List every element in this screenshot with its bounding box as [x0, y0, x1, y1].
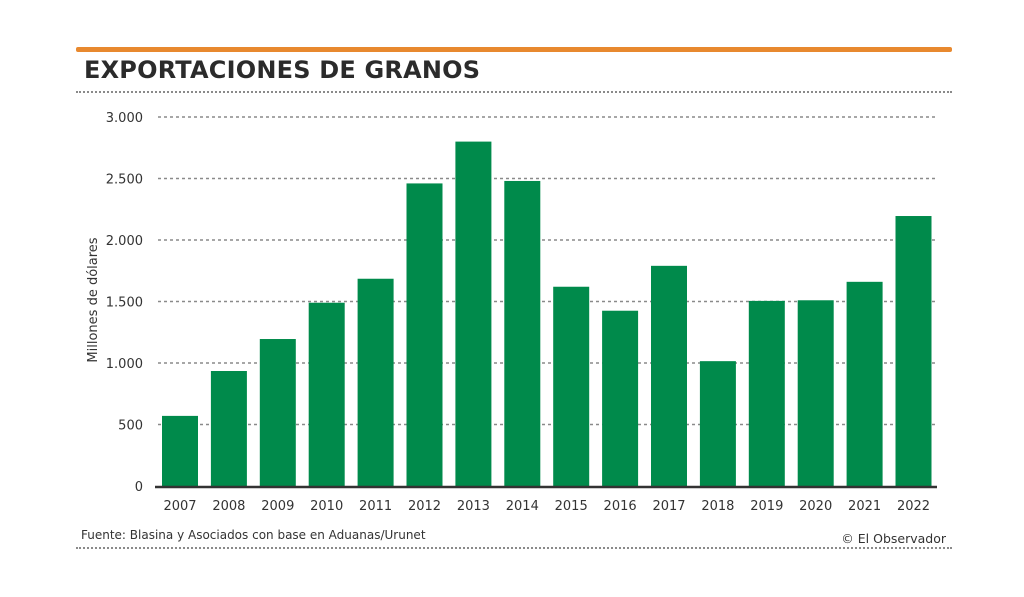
bar-2014 [504, 180, 541, 486]
x-tick-label: 2007 [163, 499, 196, 514]
bars [162, 141, 932, 487]
bar-2017 [651, 265, 687, 486]
bar-2018 [699, 361, 736, 486]
chart-title: EXPORTACIONES DE GRANOS [84, 56, 481, 84]
bar-2007 [162, 415, 198, 486]
x-tick-label: 2013 [457, 499, 490, 514]
x-tick-label: 2015 [555, 499, 588, 514]
bar-2022 [895, 216, 932, 486]
y-axis-ticks: 0 500 1.000 1.500 2.000 2.500 3.000 [106, 111, 143, 495]
x-tick-label: 2008 [212, 499, 245, 514]
credit-note: © El Observador [841, 531, 946, 546]
bottom-divider [76, 547, 952, 549]
source-note: Fuente: Blasina y Asociados con base en … [81, 528, 426, 542]
bar-2016 [602, 310, 639, 486]
x-tick-label: 2009 [261, 499, 294, 514]
x-tick-label: 2018 [701, 499, 734, 514]
y-tick-label: 1.500 [106, 296, 143, 311]
x-tick-label: 2011 [359, 499, 392, 514]
bar-2019 [748, 300, 785, 486]
accent-rule [76, 47, 952, 52]
y-tick-label: 500 [118, 419, 143, 434]
x-tick-label: 2022 [897, 499, 930, 514]
y-tick-label: 1.000 [106, 357, 143, 372]
x-tick-label: 2019 [750, 499, 783, 514]
x-tick-label: 2017 [652, 499, 685, 514]
y-tick-label: 2.000 [106, 234, 143, 249]
x-tick-label: 2010 [310, 499, 343, 514]
y-tick-label: 0 [135, 480, 143, 495]
x-axis-ticks: 2007 2008 2009 2010 2011 2012 2013 2014 2015 2016… [163, 499, 930, 514]
bar-2009 [259, 339, 296, 486]
bar-2010 [308, 302, 345, 486]
bar-2012 [406, 183, 443, 487]
bar-2013 [455, 141, 492, 486]
y-tick-label: 3.000 [106, 111, 143, 126]
x-tick-label: 2016 [604, 499, 637, 514]
bar-2021 [846, 281, 883, 486]
x-tick-label: 2014 [506, 499, 539, 514]
top-divider [76, 91, 952, 93]
y-tick-label: 2.500 [106, 173, 143, 188]
y-axis-label: Millones de dólares [86, 237, 101, 362]
bar-2011 [357, 278, 394, 486]
x-tick-label: 2020 [799, 499, 832, 514]
x-tick-label: 2012 [408, 499, 441, 514]
x-tick-label: 2021 [848, 499, 881, 514]
bar-2008 [210, 370, 247, 486]
bar-2015 [553, 286, 590, 486]
bar-2020 [797, 300, 834, 486]
